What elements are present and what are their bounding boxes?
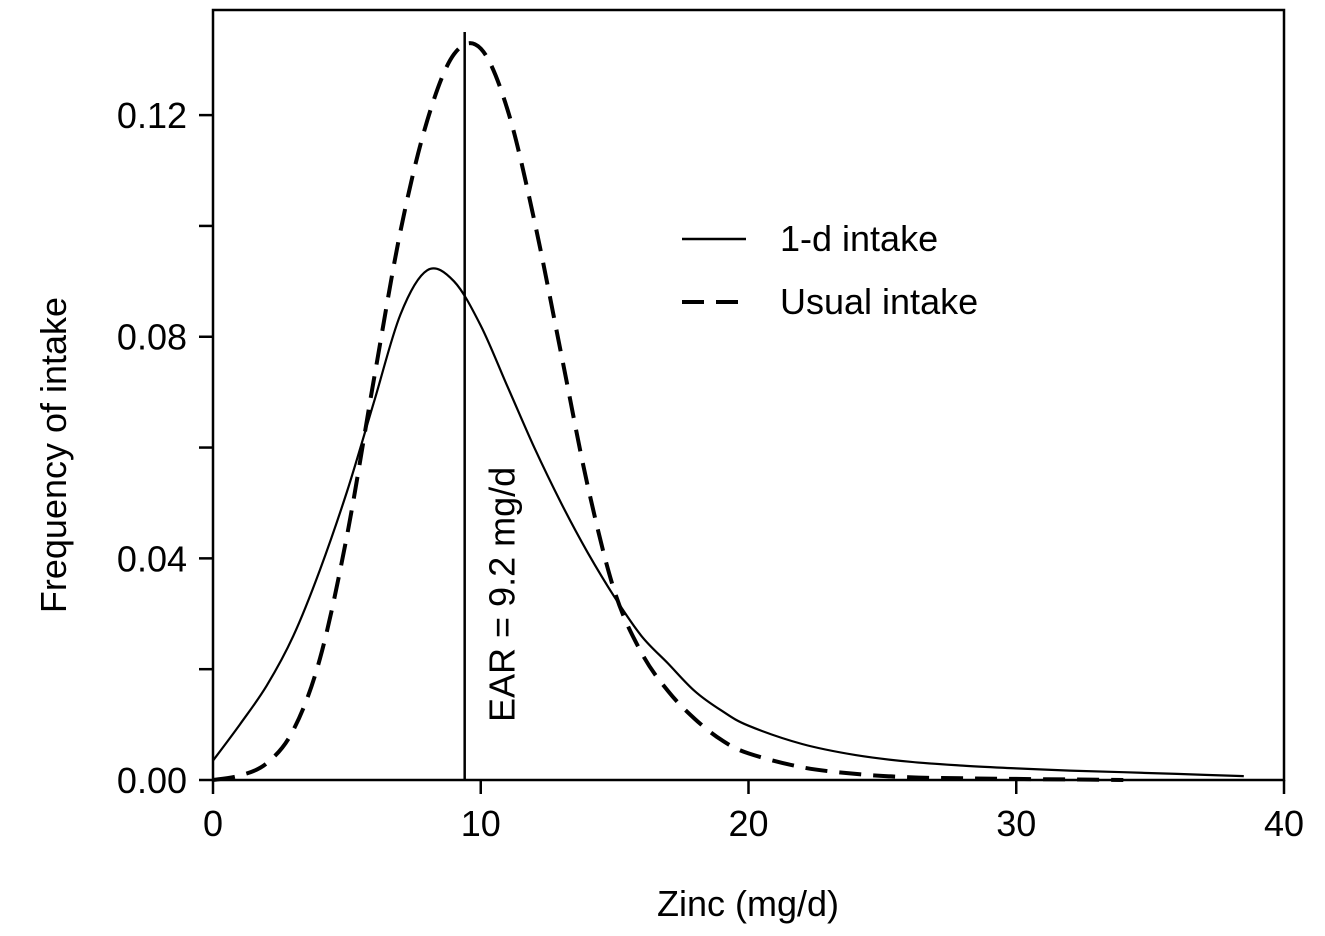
series-layer xyxy=(212,41,1244,782)
y-axis: 0.00 0.04 0.08 0.12 xyxy=(117,95,213,801)
y-tick-label: 0.00 xyxy=(117,760,187,801)
y-tick-label: 0.08 xyxy=(117,317,187,358)
y-axis-label: Frequency of intake xyxy=(33,297,74,613)
x-tick-label: 10 xyxy=(461,803,501,844)
x-tick-label: 0 xyxy=(203,803,223,844)
x-axis-label: Zinc (mg/d) xyxy=(657,883,839,924)
x-tick-label: 30 xyxy=(996,803,1036,844)
reference-layer: EAR = 9.2 mg/d xyxy=(463,32,523,780)
legend-label-1-d-intake: 1-d intake xyxy=(780,218,938,259)
plot-frame xyxy=(211,8,1286,782)
legend-label-usual-intake: Usual intake xyxy=(780,281,978,322)
series-line-usual-intake xyxy=(212,41,1124,782)
x-tick-label: 40 xyxy=(1264,803,1304,844)
y-tick-label: 0.12 xyxy=(117,95,187,136)
y-tick-label: 0.04 xyxy=(117,538,187,579)
legend: 1-d intake Usual intake xyxy=(682,218,978,322)
x-axis: 0 10 20 30 40 xyxy=(203,780,1304,844)
x-tick-label: 20 xyxy=(728,803,768,844)
ear-annotation: EAR = 9.2 mg/d xyxy=(482,467,523,722)
series-line-1-d-intake xyxy=(212,267,1244,778)
